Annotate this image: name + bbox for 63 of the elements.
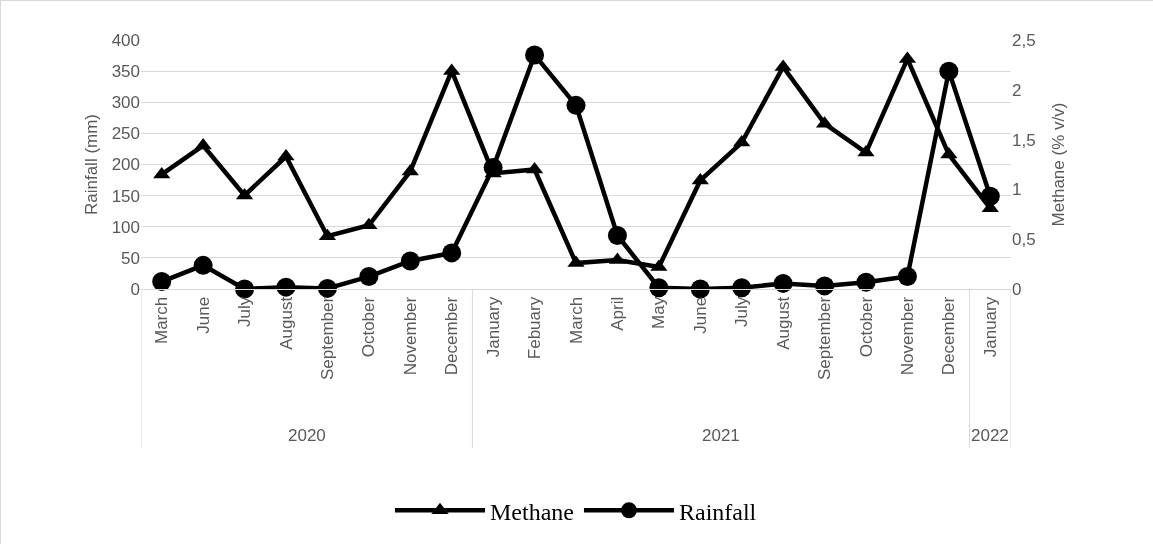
x-tick-label: July bbox=[732, 296, 752, 328]
y-tick-label: 150 bbox=[111, 186, 140, 206]
point bbox=[939, 61, 959, 81]
x-tick-label: November bbox=[897, 296, 917, 376]
point bbox=[359, 267, 379, 287]
x-tick-label: October bbox=[359, 296, 379, 358]
y2-tick-label: 0 bbox=[1012, 279, 1022, 299]
y2-tick-label: 1,5 bbox=[1012, 130, 1036, 150]
y2-tick-label: 1 bbox=[1012, 180, 1022, 200]
x-tick-label: December bbox=[442, 296, 462, 376]
y-tick-label: 0 bbox=[130, 279, 140, 299]
y-tick-label: 50 bbox=[121, 248, 140, 268]
point bbox=[566, 95, 586, 115]
point bbox=[773, 273, 793, 293]
point bbox=[732, 278, 752, 298]
x-tick-label: July bbox=[235, 296, 255, 328]
y2-tick-label: 0,5 bbox=[1012, 230, 1036, 250]
y-tick-label: 400 bbox=[111, 30, 140, 50]
x-tick-label: March bbox=[152, 296, 172, 345]
text: 2020 bbox=[288, 426, 326, 445]
x-tick-label: November bbox=[400, 296, 420, 376]
y2-axis-title: Methane (% v/v) bbox=[1048, 102, 1068, 227]
x-tick-label: September bbox=[815, 296, 835, 380]
point bbox=[442, 243, 462, 263]
x-tick-label: Febuary bbox=[525, 296, 545, 360]
point bbox=[815, 276, 835, 296]
y-tick-label: 100 bbox=[111, 217, 140, 237]
point bbox=[897, 267, 917, 287]
x-tick-label: October bbox=[856, 296, 876, 358]
point bbox=[401, 163, 419, 176]
point bbox=[153, 166, 171, 179]
point bbox=[152, 272, 172, 292]
y-tick-label: 200 bbox=[111, 155, 140, 175]
point bbox=[193, 255, 213, 275]
y2-tick-label: 2,5 bbox=[1012, 30, 1036, 50]
x-tick-label: April bbox=[607, 296, 627, 331]
x-tick-label: August bbox=[276, 296, 296, 350]
x-tick-label: December bbox=[939, 296, 959, 376]
x-tick-label: March bbox=[566, 296, 586, 345]
x-tick-label: May bbox=[649, 296, 669, 329]
point bbox=[607, 225, 627, 245]
point bbox=[649, 278, 669, 298]
legend-label: Rainfall bbox=[678, 498, 757, 525]
point bbox=[525, 45, 545, 65]
point bbox=[317, 278, 337, 298]
point bbox=[400, 251, 420, 271]
y-axis-title: Rainfall (mm) bbox=[82, 113, 101, 216]
point bbox=[276, 277, 296, 297]
y-tick-label: 250 bbox=[111, 124, 140, 144]
legend-label: Methane bbox=[490, 498, 574, 525]
text: 2022 bbox=[971, 426, 1009, 445]
point bbox=[856, 272, 876, 292]
y-tick-label: 350 bbox=[111, 62, 140, 82]
text: 2021 bbox=[702, 426, 740, 445]
x-tick-label: August bbox=[773, 296, 793, 350]
point bbox=[691, 172, 709, 185]
y-tick-label: 300 bbox=[111, 93, 140, 113]
x-tick-label: September bbox=[317, 296, 337, 380]
y2-tick-label: 2 bbox=[1012, 80, 1022, 100]
x-tick-label: January bbox=[980, 296, 1000, 358]
x-tick-label: June bbox=[690, 296, 710, 334]
x-tick-label: January bbox=[483, 296, 503, 358]
x-tick-label: June bbox=[193, 296, 213, 334]
